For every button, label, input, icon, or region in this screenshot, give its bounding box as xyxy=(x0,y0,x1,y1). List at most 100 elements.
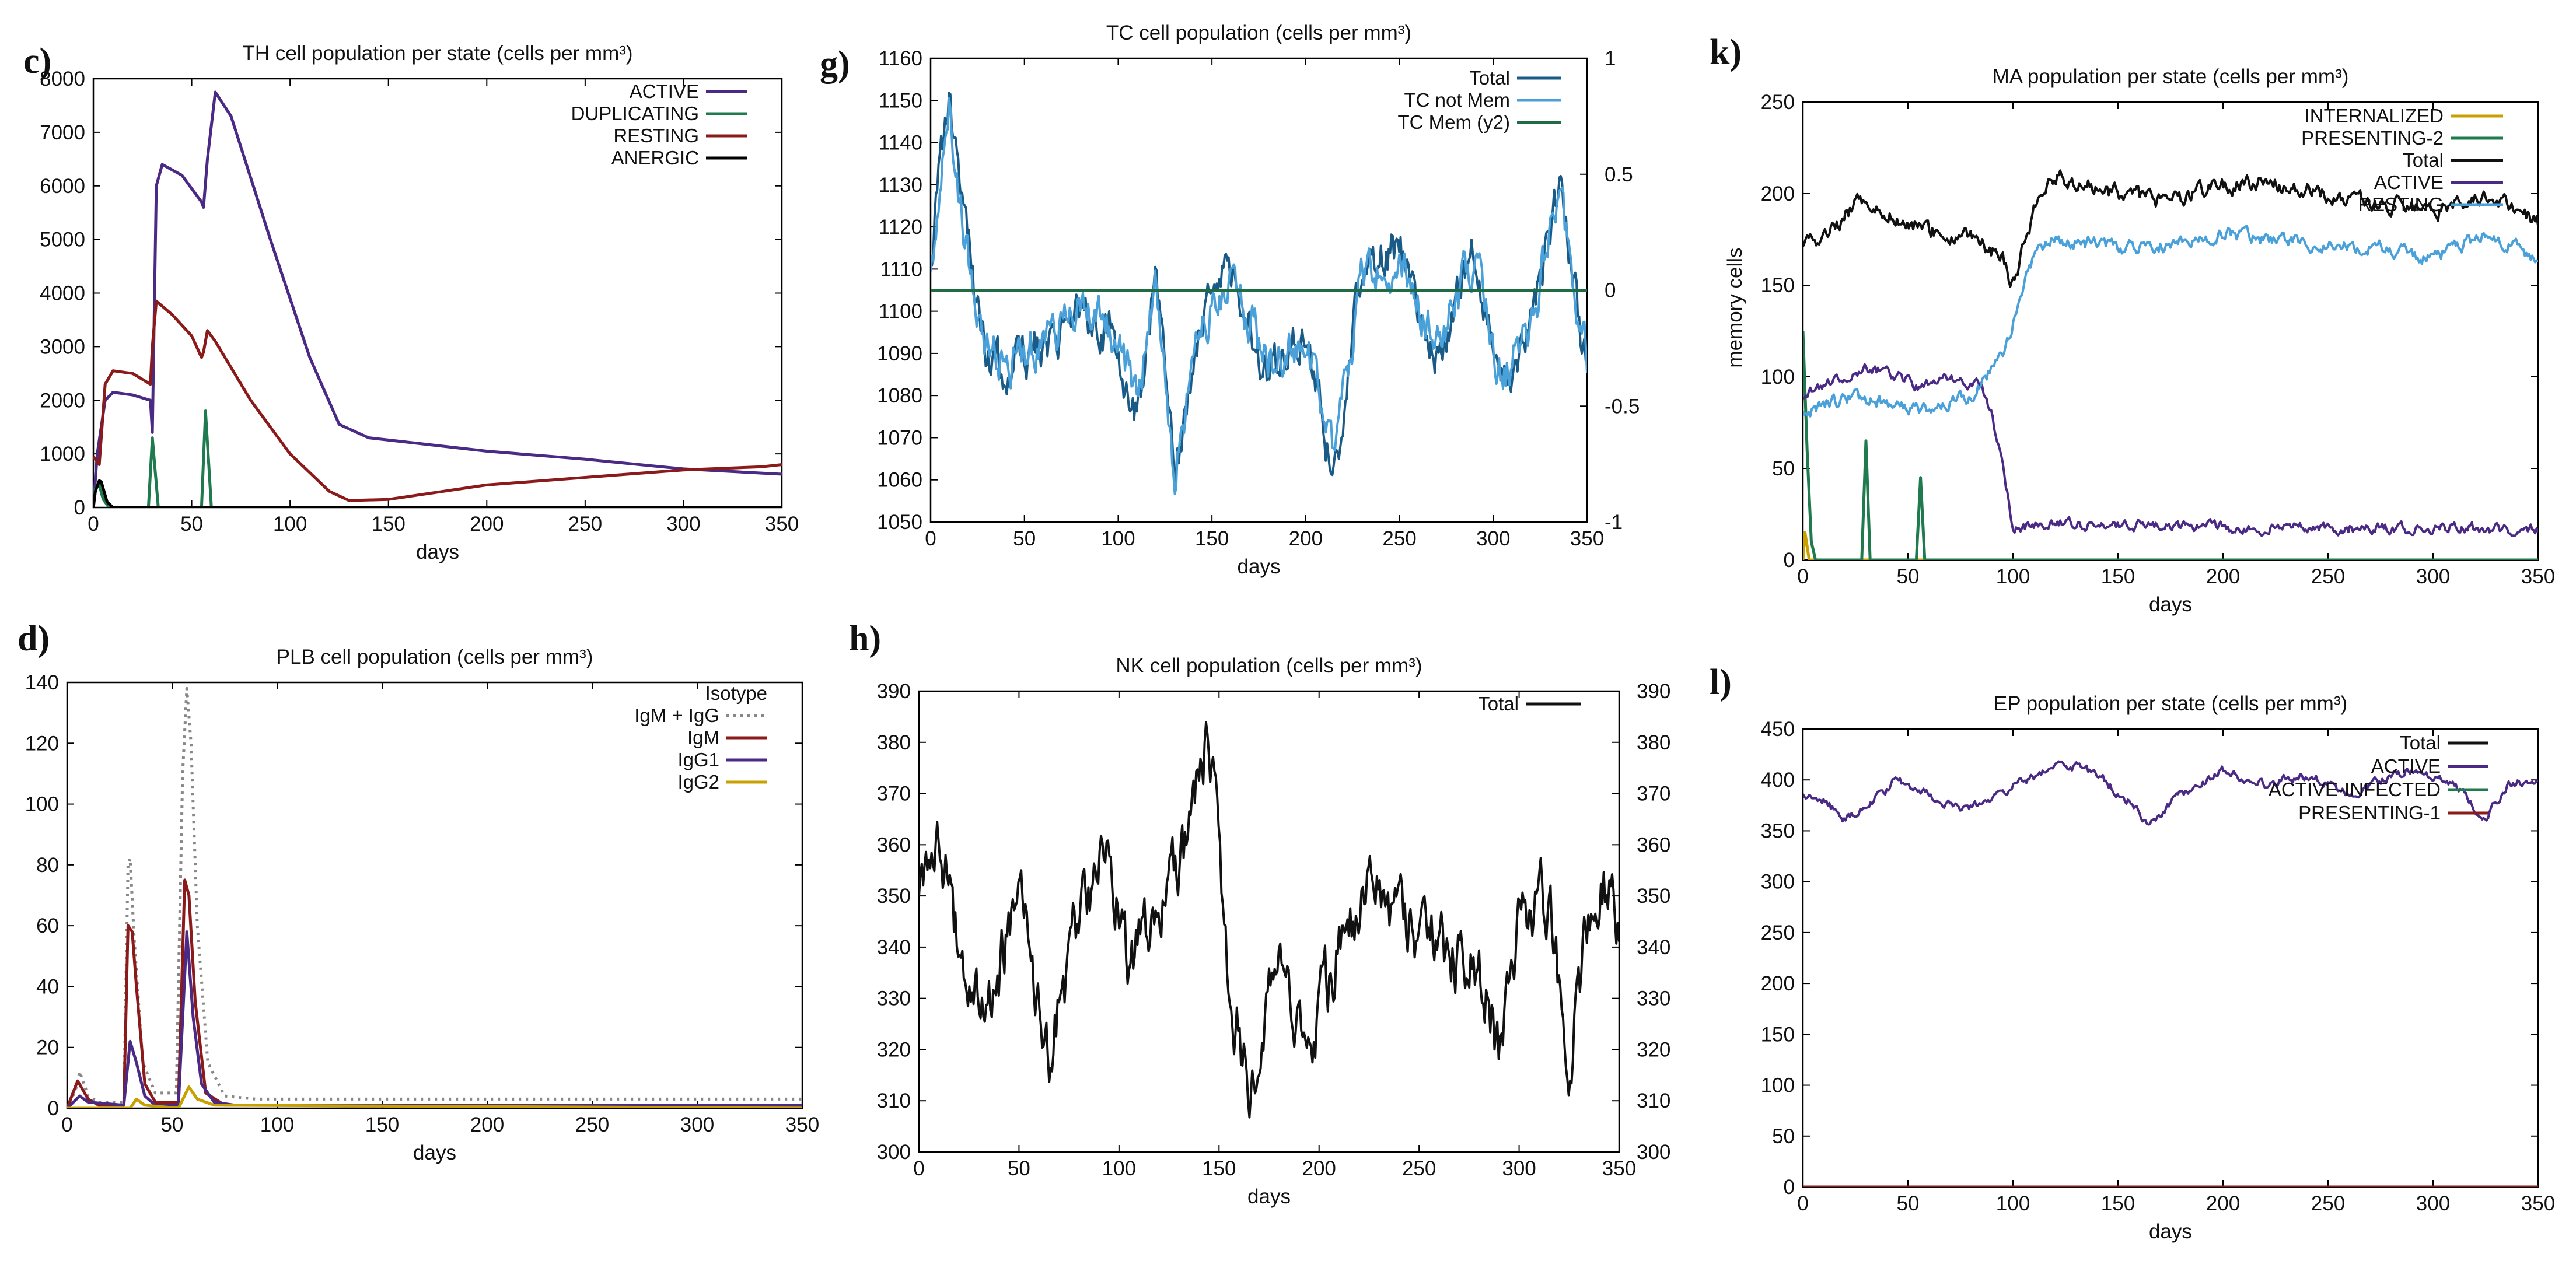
x-tick-label: 50 xyxy=(180,513,203,535)
panel-label: h) xyxy=(849,619,881,658)
x-tick-label: 150 xyxy=(1195,527,1229,550)
chart-panel-g: g) TC cell population (cells per mm³) 0 50 1… xyxy=(820,22,1640,578)
y-tick-label: 380 xyxy=(877,731,911,754)
legend-entry: PRESENTING-1 xyxy=(2298,802,2488,824)
series-line-active xyxy=(1803,760,2538,826)
y-tick-label: 320 xyxy=(877,1038,911,1061)
y2-tick-label: 330 xyxy=(1637,987,1670,1010)
y-tick-label: 60 xyxy=(36,915,59,937)
chart-panel-d: d) PLB cell population (cells per mm³) 0 50… xyxy=(18,619,819,1164)
y-tick-label: 150 xyxy=(1761,1023,1795,1046)
y-tick-label: 1120 xyxy=(879,216,922,239)
x-tick-label: 100 xyxy=(1996,565,2030,588)
chart-title: MA population per state (cells per mm³) xyxy=(1993,65,2349,88)
legend-entry: IgG2 xyxy=(677,771,767,793)
panel-label: l) xyxy=(1710,663,1732,702)
x-axis-label: days xyxy=(416,541,459,563)
chart-title: TH cell population per state (cells per … xyxy=(242,42,632,65)
legend-entry: TC Mem (y2) xyxy=(1398,111,1561,133)
y-tick-label: 360 xyxy=(877,833,911,856)
y-tick-label: 1130 xyxy=(879,174,922,197)
x-tick-label: 0 xyxy=(1797,1192,1808,1215)
x-tick-label: 100 xyxy=(1996,1192,2030,1215)
legend-label: PRESENTING-1 xyxy=(2298,802,2441,824)
legend-entry: RESTING xyxy=(613,125,747,146)
legend-label: TC Mem (y2) xyxy=(1398,111,1511,133)
legend-label: IgG1 xyxy=(677,749,719,770)
chart-title: PLB cell population (cells per mm³) xyxy=(277,646,593,668)
x-tick-label: 200 xyxy=(1302,1157,1336,1180)
x-tick-label: 100 xyxy=(273,513,307,535)
x-tick-label: 250 xyxy=(1382,527,1416,550)
y-tick-label: 3000 xyxy=(40,335,85,358)
panel-label: d) xyxy=(18,619,50,658)
y-tick-label: 350 xyxy=(1761,819,1795,842)
legend-label: IgM xyxy=(687,727,719,748)
series-line-tc-not-mem xyxy=(931,97,1587,495)
x-tick-label: 200 xyxy=(470,1113,504,1136)
legend-label: Total xyxy=(2400,732,2441,754)
x-axis-label: days xyxy=(413,1141,456,1164)
series-line-active xyxy=(93,90,782,507)
x-tick-label: 0 xyxy=(1797,565,1808,588)
y-tick-label: 400 xyxy=(1761,769,1795,791)
y-tick-label: 0 xyxy=(1784,549,1795,572)
y-axis-label: memory cells xyxy=(1724,247,1746,367)
y-tick-label: 7000 xyxy=(40,121,85,144)
legend-entry: DUPLICATING xyxy=(571,103,747,124)
y-tick-label: 40 xyxy=(36,975,59,998)
y-tick-label: 50 xyxy=(1772,457,1795,480)
y2-tick-label: 350 xyxy=(1637,885,1670,908)
chart-title: EP population per state (cells per mm³) xyxy=(1994,692,2347,715)
x-tick-label: 300 xyxy=(680,1113,714,1136)
y-tick-label: 300 xyxy=(877,1141,911,1164)
x-tick-label: 350 xyxy=(785,1113,819,1136)
y-tick-label: 0 xyxy=(74,496,85,519)
legend-label: RESTING xyxy=(613,125,699,146)
x-tick-label: 150 xyxy=(1202,1157,1236,1180)
plot-frame xyxy=(66,681,803,1109)
series-line-total xyxy=(919,721,1619,1119)
x-tick-label: 200 xyxy=(470,513,504,535)
y2-tick-label: 320 xyxy=(1637,1038,1670,1061)
x-tick-label: 250 xyxy=(1402,1157,1436,1180)
legend-label: IgG2 xyxy=(677,771,719,793)
x-tick-label: 50 xyxy=(1897,565,1920,588)
series-line-resting xyxy=(1803,225,2538,418)
y-tick-label: 6000 xyxy=(40,175,85,198)
y-tick-label: 0 xyxy=(48,1097,59,1120)
y-tick-label: 340 xyxy=(877,936,911,959)
legend-entry: ACTIVE xyxy=(2374,171,2503,193)
y-tick-label: 5000 xyxy=(40,229,85,251)
legend-entry: ACTIVE-INFECTED xyxy=(2269,779,2488,800)
legend-label: IgM + IgG xyxy=(634,705,719,726)
y-tick-label: 390 xyxy=(877,680,911,703)
chart-title: NK cell population (cells per mm³) xyxy=(1116,654,1422,677)
y-tick-label: 80 xyxy=(36,854,59,877)
chart-panel-c: c) TH cell population per state (cells pe… xyxy=(23,41,799,563)
x-tick-label: 100 xyxy=(260,1113,294,1136)
y-tick-label: 100 xyxy=(1761,366,1795,388)
legend-label: ACTIVE xyxy=(630,80,699,102)
y-tick-label: 1150 xyxy=(879,89,922,112)
y2-tick-label: 300 xyxy=(1637,1141,1670,1164)
y-tick-label: 200 xyxy=(1761,183,1795,205)
x-tick-label: 350 xyxy=(765,513,799,535)
x-tick-label: 50 xyxy=(1897,1192,1920,1215)
series-line-resting xyxy=(93,299,782,502)
legend-entry: TC not Mem xyxy=(1404,89,1561,111)
legend-entry: PRESENTING-2 xyxy=(2301,127,2503,149)
legend-entry: IgG1 xyxy=(677,749,767,770)
y-tick-label: 1090 xyxy=(877,342,922,365)
plot-frame xyxy=(918,690,1620,1153)
legend-entry: Total xyxy=(2400,732,2488,754)
y-tick-label: 1100 xyxy=(879,300,922,323)
x-tick-label: 150 xyxy=(2101,565,2135,588)
x-tick-label: 150 xyxy=(365,1113,399,1136)
series-line-igm xyxy=(67,878,802,1108)
legend-label: TC not Mem xyxy=(1404,89,1510,111)
legend-label: ACTIVE xyxy=(2371,755,2441,777)
legend-entry: Total xyxy=(2403,149,2503,171)
x-tick-label: 300 xyxy=(1502,1157,1536,1180)
